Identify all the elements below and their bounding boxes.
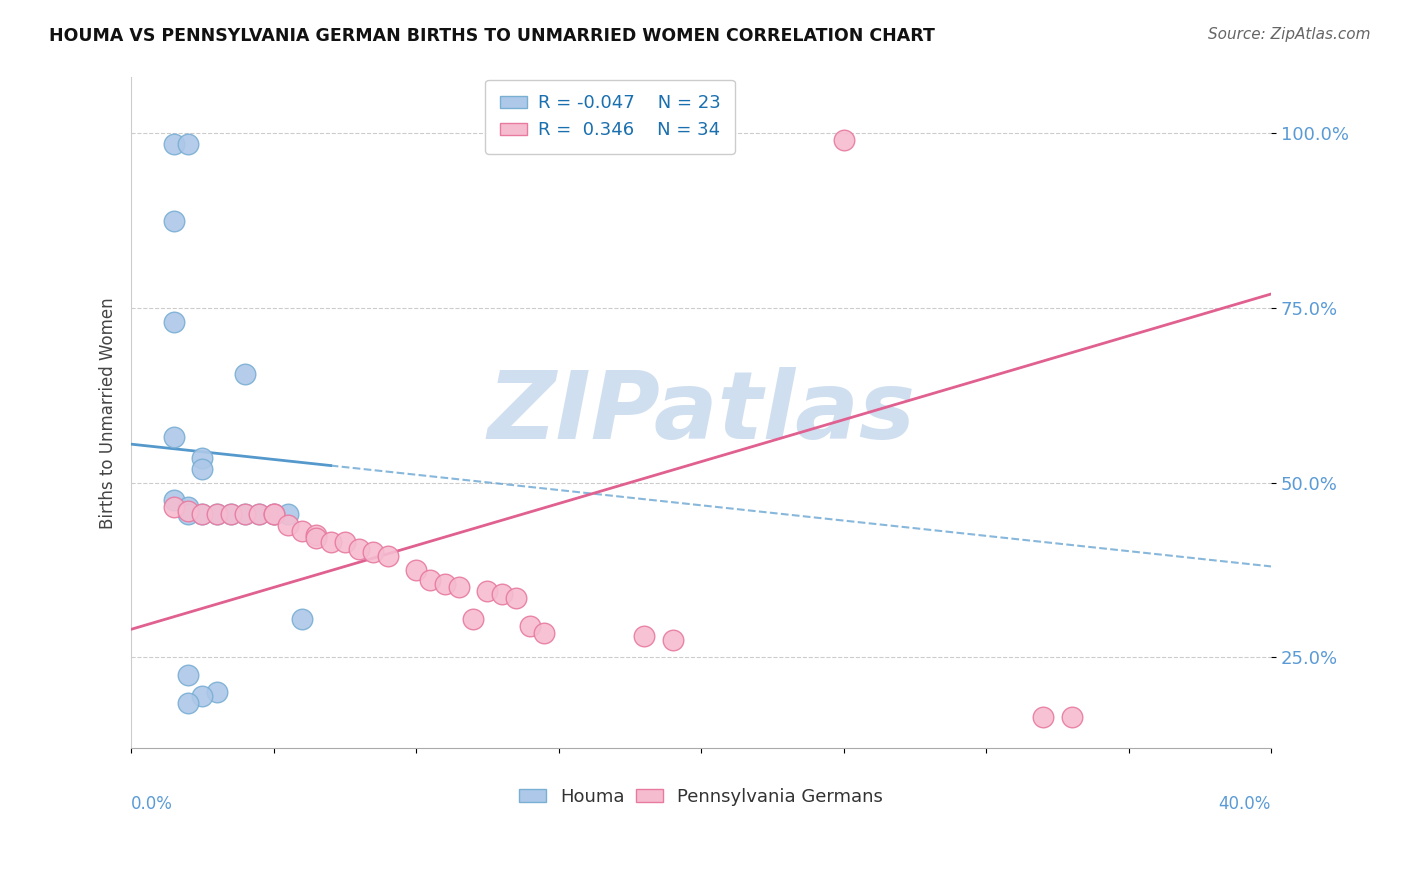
Point: [405, 563, 427, 577]
Point: [163, 315, 186, 329]
Point: [447, 580, 470, 594]
Y-axis label: Births to Unmarried Women: Births to Unmarried Women: [100, 297, 117, 529]
Point: [177, 136, 200, 151]
Point: [347, 541, 370, 556]
Point: [419, 574, 441, 588]
Point: [233, 507, 256, 521]
Point: [233, 507, 256, 521]
Text: HOUMA VS PENNSYLVANIA GERMAN BIRTHS TO UNMARRIED WOMEN CORRELATION CHART: HOUMA VS PENNSYLVANIA GERMAN BIRTHS TO U…: [49, 27, 935, 45]
Text: Source: ZipAtlas.com: Source: ZipAtlas.com: [1208, 27, 1371, 42]
Point: [463, 612, 485, 626]
Point: [191, 451, 214, 466]
Point: [163, 493, 186, 508]
Point: [363, 545, 385, 559]
Point: [205, 685, 228, 699]
Point: [661, 632, 683, 647]
Point: [191, 507, 214, 521]
Point: [177, 507, 200, 521]
Point: [277, 517, 299, 532]
Point: [305, 528, 328, 542]
Text: 40.0%: 40.0%: [1219, 795, 1271, 813]
Text: 0.0%: 0.0%: [131, 795, 173, 813]
Point: [333, 535, 356, 549]
Point: [163, 500, 186, 514]
Point: [163, 430, 186, 444]
Point: [205, 507, 228, 521]
Point: [263, 507, 285, 521]
Point: [191, 507, 214, 521]
Point: [219, 507, 242, 521]
Point: [263, 507, 285, 521]
Point: [163, 136, 186, 151]
Point: [433, 577, 456, 591]
Point: [505, 591, 527, 605]
Point: [163, 213, 186, 227]
Point: [263, 507, 285, 521]
Point: [519, 619, 541, 633]
Point: [177, 503, 200, 517]
Point: [191, 461, 214, 475]
Point: [491, 587, 513, 601]
Legend: Houma, Pennsylvania Germans: Houma, Pennsylvania Germans: [512, 780, 890, 813]
Point: [832, 133, 855, 147]
Point: [233, 368, 256, 382]
Point: [177, 696, 200, 710]
Point: [291, 612, 314, 626]
Point: [305, 532, 328, 546]
Point: [291, 524, 314, 539]
Point: [477, 583, 499, 598]
Point: [319, 535, 342, 549]
Text: ZIPatlas: ZIPatlas: [486, 367, 915, 458]
Point: [277, 507, 299, 521]
Point: [249, 507, 271, 521]
Point: [219, 507, 242, 521]
Point: [249, 507, 271, 521]
Point: [533, 625, 555, 640]
Point: [1032, 709, 1054, 723]
Point: [619, 133, 641, 147]
Point: [1060, 709, 1083, 723]
Point: [633, 629, 655, 643]
Point: [205, 507, 228, 521]
Point: [377, 549, 399, 563]
Point: [177, 667, 200, 681]
Point: [177, 500, 200, 514]
Point: [191, 689, 214, 703]
